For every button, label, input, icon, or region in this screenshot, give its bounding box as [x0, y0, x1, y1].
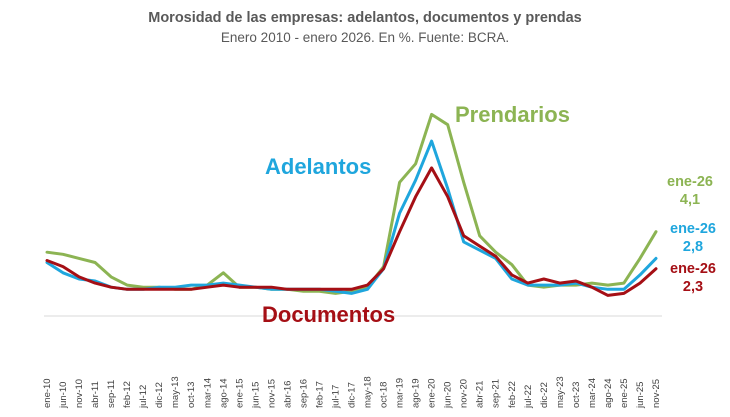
x-tick-label: ene-15: [234, 378, 245, 408]
x-tick-label: jun-25: [635, 382, 646, 409]
x-tick-label: feb-12: [122, 381, 133, 408]
x-tick-label: ago-14: [218, 378, 229, 408]
x-tick-label: may-23: [555, 376, 566, 408]
x-tick-label: feb-22: [507, 381, 518, 408]
end-label-documentos-date: ene-26: [670, 261, 716, 277]
x-tick-label: mar-24: [587, 378, 598, 408]
x-tick-label: mar-19: [395, 378, 406, 408]
x-tick-label: sep-16: [298, 379, 309, 408]
end-label-adelantos-value: 2,8: [683, 239, 703, 255]
series-lines: [45, 112, 658, 297]
x-tick-label: nov-10: [74, 379, 85, 408]
x-tick-label: abr-11: [90, 381, 101, 408]
chart-subtitle: Enero 2010 - enero 2026. En %. Fuente: B…: [220, 30, 510, 45]
x-tick-label: jun-20: [443, 382, 454, 409]
end-label-prendarios-date: ene-26: [667, 174, 713, 190]
x-tick-label: ago-19: [411, 378, 422, 408]
x-tick-label: oct-18: [379, 382, 390, 408]
x-tick-label: sep-21: [491, 379, 502, 408]
x-tick-label: feb-17: [314, 381, 325, 408]
end-label-adelantos-date: ene-26: [670, 221, 716, 237]
x-tick-label: ene-25: [619, 378, 630, 408]
series-label-documentos: Documentos: [262, 302, 395, 327]
x-tick-label: oct-13: [186, 382, 197, 408]
x-tick-label: dic-17: [347, 382, 358, 408]
x-tick-label: abr-21: [475, 381, 486, 408]
x-tick-label: nov-25: [651, 379, 662, 408]
x-axis-ticks: ene-10 jun-10 nov-10 abr-11 sep-11 feb-12 jul-…: [42, 376, 662, 409]
x-tick-label: may-13: [170, 376, 181, 408]
end-label-prendarios-value: 4,1: [680, 192, 700, 208]
x-tick-label: jun-15: [250, 382, 261, 409]
x-tick-label: jul-12: [138, 385, 149, 409]
series-line-prendarios: [45, 112, 658, 295]
x-tick-label: jul-22: [523, 385, 534, 409]
x-tick-label: dic-22: [539, 382, 550, 408]
x-tick-label: ene-20: [427, 378, 438, 408]
x-tick-label: sep-11: [106, 380, 117, 408]
series-label-adelantos: Adelantos: [265, 154, 371, 179]
x-tick-label: ene-10: [42, 378, 53, 408]
x-tick-label: mar-14: [202, 378, 213, 408]
x-tick-label: oct-23: [571, 382, 582, 408]
x-tick-label: nov-20: [459, 379, 470, 408]
x-tick-label: abr-16: [282, 381, 293, 408]
x-tick-label: dic-12: [154, 382, 165, 408]
series-label-prendarios: Prendarios: [455, 102, 570, 127]
x-tick-label: jul-17: [330, 385, 341, 409]
x-tick-label: nov-15: [266, 379, 277, 408]
x-tick-label: jun-10: [58, 382, 69, 409]
chart-title: Morosidad de las empresas: adelantos, do…: [148, 10, 582, 26]
x-tick-label: ago-24: [603, 378, 614, 408]
x-tick-label: may-18: [363, 376, 374, 408]
series-line-documentos: [45, 166, 658, 297]
end-label-documentos-value: 2,3: [683, 279, 703, 295]
